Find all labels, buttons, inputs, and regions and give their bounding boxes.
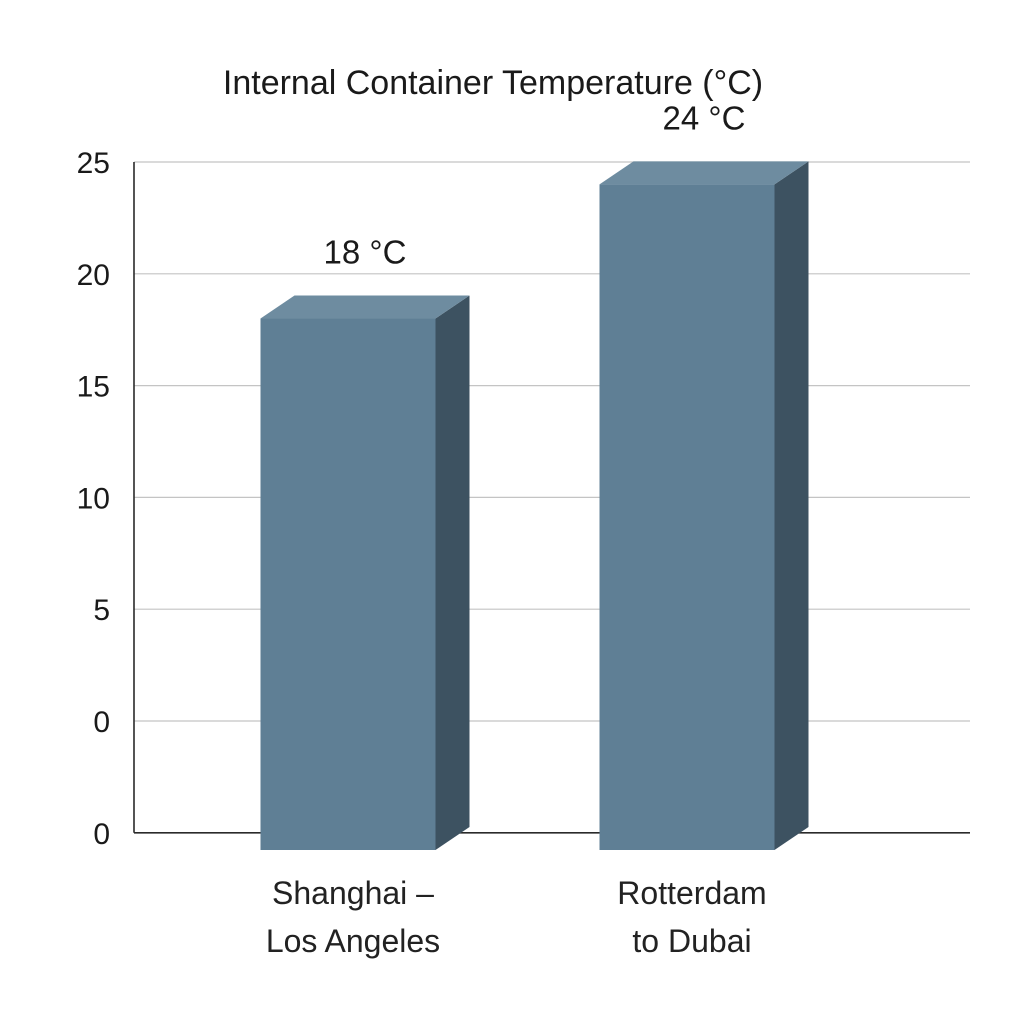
- bar-front-face: [260, 318, 436, 850]
- bar: [599, 161, 809, 851]
- bar-front-face: [599, 184, 775, 851]
- y-tick-label: 15: [77, 371, 110, 404]
- y-tick-label: 5: [93, 594, 110, 627]
- x-category-label: Shanghai – Los Angeles: [266, 875, 440, 959]
- bars: [260, 161, 809, 851]
- bar-side-face: [435, 295, 470, 850]
- data-labels: 18 °C 24 °C: [324, 99, 746, 270]
- y-tick-label: 10: [77, 482, 110, 515]
- bar-top-face: [599, 161, 809, 185]
- data-label: 18 °C: [324, 234, 407, 271]
- chart-title: Internal Container Temperature (°C): [223, 64, 763, 102]
- y-tick-label: 20: [77, 259, 110, 292]
- y-tick-label: 0: [93, 818, 110, 851]
- x-category-label: Rotterdam to Dubai: [617, 875, 766, 959]
- bar: [260, 295, 470, 850]
- bar-top-face: [260, 295, 470, 319]
- bar-side-face: [774, 161, 809, 851]
- y-tick-label: 25: [77, 147, 110, 180]
- grid-lines: [134, 161, 970, 722]
- x-axis-categories: Shanghai – Los Angeles Rotterdam to Dubai: [266, 875, 767, 959]
- data-label: 24 °C: [663, 99, 746, 136]
- y-tick-label: 0: [93, 706, 110, 739]
- y-axis-ticks: 0 0 5 10 15 20 25: [77, 147, 110, 851]
